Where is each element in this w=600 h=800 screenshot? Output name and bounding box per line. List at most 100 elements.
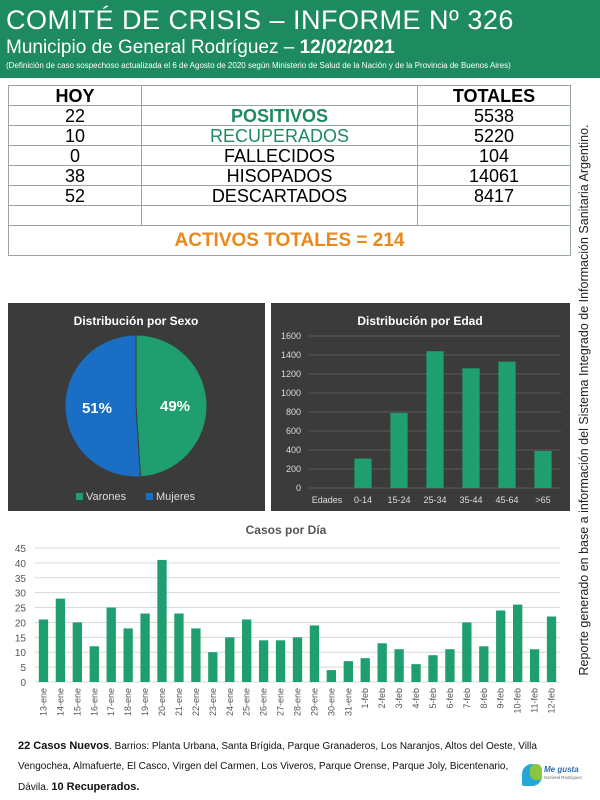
daily-bar-5-feb (428, 655, 438, 682)
daily-bar-22-ene (191, 628, 201, 682)
daily-bar-1-feb (360, 658, 370, 682)
age-ytick-label: 800 (286, 407, 301, 417)
empty-cell (141, 205, 418, 226)
daily-xtick-label: 23-ene (208, 688, 218, 716)
table-row: 0 FALLECIDOS 104 (8, 145, 571, 166)
daily-bar-30-ene (326, 670, 337, 682)
daily-xtick-label: 12-feb (547, 688, 557, 714)
age-bar-0-14 (354, 458, 372, 488)
leaf-mark-icon (530, 764, 542, 780)
age-ytick-label: 1200 (281, 369, 301, 379)
daily-bar-12-feb (546, 616, 557, 682)
daily-xtick-label: 16-ene (89, 688, 99, 716)
daily-bar-23-ene (208, 652, 218, 682)
daily-ytick-label: 25 (15, 604, 27, 615)
age-ytick-label: 1400 (281, 350, 301, 360)
municipal-logo: Me gusta General Rodríguez (522, 760, 582, 792)
age-xtick-label: 45-64 (495, 495, 518, 505)
pie-slice-mujeres (64, 334, 141, 478)
daily-bar-17-ene (106, 607, 116, 682)
daily-cases-chart-container: Casos por Día 0 5 10 15 20 25 30 35 40 45 13-ene 14-… (0, 518, 575, 728)
legend-swatch-varones (76, 493, 83, 500)
daily-bar-14-ene (55, 598, 66, 682)
daily-bar-6-feb (445, 649, 455, 682)
total-value: 5220 (417, 125, 571, 146)
age-ytick-label: 400 (286, 445, 301, 455)
age-ytick-label: 0 (296, 483, 301, 493)
daily-xtick-label: 19-ene (140, 688, 150, 716)
age-chart-title: Distribución por Edad (357, 314, 482, 328)
label-header (141, 85, 418, 106)
municipality-label: Municipio de General Rodríguez – (6, 37, 300, 58)
report-subtitle: Municipio de General Rodríguez – 12/02/2… (6, 36, 594, 60)
daily-xtick-label: 26-ene (259, 688, 269, 716)
activos-row: ACTIVOS TOTALES = 214 (8, 225, 571, 256)
daily-bar-15-ene (72, 622, 82, 682)
table-header-row: HOY TOTALES (8, 85, 571, 106)
daily-xtick-label: 18-ene (123, 688, 133, 716)
pie-value-label: 51% (82, 400, 112, 417)
hoy-header: HOY (8, 85, 142, 106)
daily-xtick-label: 31-ene (343, 688, 353, 716)
daily-xtick-label: 8-feb (479, 688, 489, 709)
row-label: RECUPERADOS (141, 125, 418, 146)
age-xtick-label: 0-14 (354, 495, 372, 505)
daily-xtick-label: 21-ene (174, 688, 184, 716)
table-empty-row (8, 205, 571, 226)
daily-bar-16-ene (89, 646, 99, 682)
table-row: 22 POSITIVOS 5538 (8, 105, 571, 126)
daily-bar-9-feb (496, 610, 506, 682)
daily-ytick-label: 5 (20, 663, 26, 674)
daily-ytick-label: 20 (15, 618, 27, 629)
daily-bar-4-feb (411, 664, 421, 682)
daily-ytick-label: 30 (15, 589, 27, 600)
total-value: 104 (417, 145, 571, 166)
daily-bar-24-ene (225, 637, 235, 682)
legend-swatch-mujeres (146, 493, 153, 500)
hoy-value: 10 (8, 125, 142, 146)
hoy-value: 0 (8, 145, 142, 166)
daily-xtick-label: 13-ene (38, 688, 48, 716)
daily-xtick-label: 28-ene (293, 688, 303, 716)
daily-xtick-label: 11-feb (530, 688, 540, 713)
age-axis-label: Edades (312, 495, 343, 505)
sex-chart-panel: Distribución por Sexo 49% 51% Varones Mujere… (8, 303, 265, 511)
daily-xtick-label: 20-ene (157, 688, 167, 716)
row-label: FALLECIDOS (141, 145, 418, 166)
pie-slice-varones (135, 334, 208, 478)
recovered-label: 10 Recuperados. (51, 781, 140, 793)
age-ytick-label: 600 (286, 426, 301, 436)
daily-xtick-label: 3-feb (394, 688, 404, 709)
age-xtick-label: 25-34 (423, 495, 446, 505)
daily-chart-title: Casos por Día (246, 523, 327, 537)
daily-ytick-label: 10 (15, 648, 27, 659)
new-cases-label: 22 Casos Nuevos (18, 740, 110, 752)
daily-xtick-label: 27-ene (276, 688, 286, 716)
age-bar-chart: Distribución por Edad 0 200 400 600 800 1000 12… (281, 314, 561, 505)
hoy-value: 38 (8, 165, 142, 186)
total-value: 8417 (417, 185, 571, 206)
daily-cases-chart: Casos por Día 0 5 10 15 20 25 30 35 40 45 13-ene 14-… (15, 523, 560, 716)
sex-pie-chart: Distribución por Sexo 49% 51% Varones Mujere… (64, 314, 208, 503)
age-ytick-label: 1600 (281, 331, 301, 341)
report-date: 12/02/2021 (299, 37, 395, 58)
daily-bar-19-ene (140, 613, 150, 682)
age-xtick-label: >65 (535, 495, 550, 505)
age-ytick-label: 200 (286, 464, 301, 474)
activos-totales: ACTIVOS TOTALES = 214 (8, 225, 571, 256)
age-xtick-label: 35-44 (459, 495, 482, 505)
daily-xtick-label: 25-ene (242, 688, 252, 716)
daily-bar-21-ene (174, 613, 184, 682)
age-bar->65 (534, 450, 552, 488)
total-value: 14061 (417, 165, 571, 186)
daily-xtick-label: 7-feb (462, 688, 472, 709)
legend-label-mujeres: Mujeres (156, 491, 196, 503)
daily-xtick-label: 9-feb (496, 688, 506, 709)
daily-xtick-label: 29-ene (309, 688, 319, 716)
empty-cell (417, 205, 571, 226)
daily-xtick-label: 10-feb (513, 688, 523, 714)
daily-xtick-label: 15-ene (72, 688, 82, 716)
daily-bar-28-ene (292, 637, 303, 682)
footer-summary: 22 Casos Nuevos. Barrios: Planta Urbana,… (18, 736, 538, 798)
daily-xtick-label: 22-ene (191, 688, 201, 716)
